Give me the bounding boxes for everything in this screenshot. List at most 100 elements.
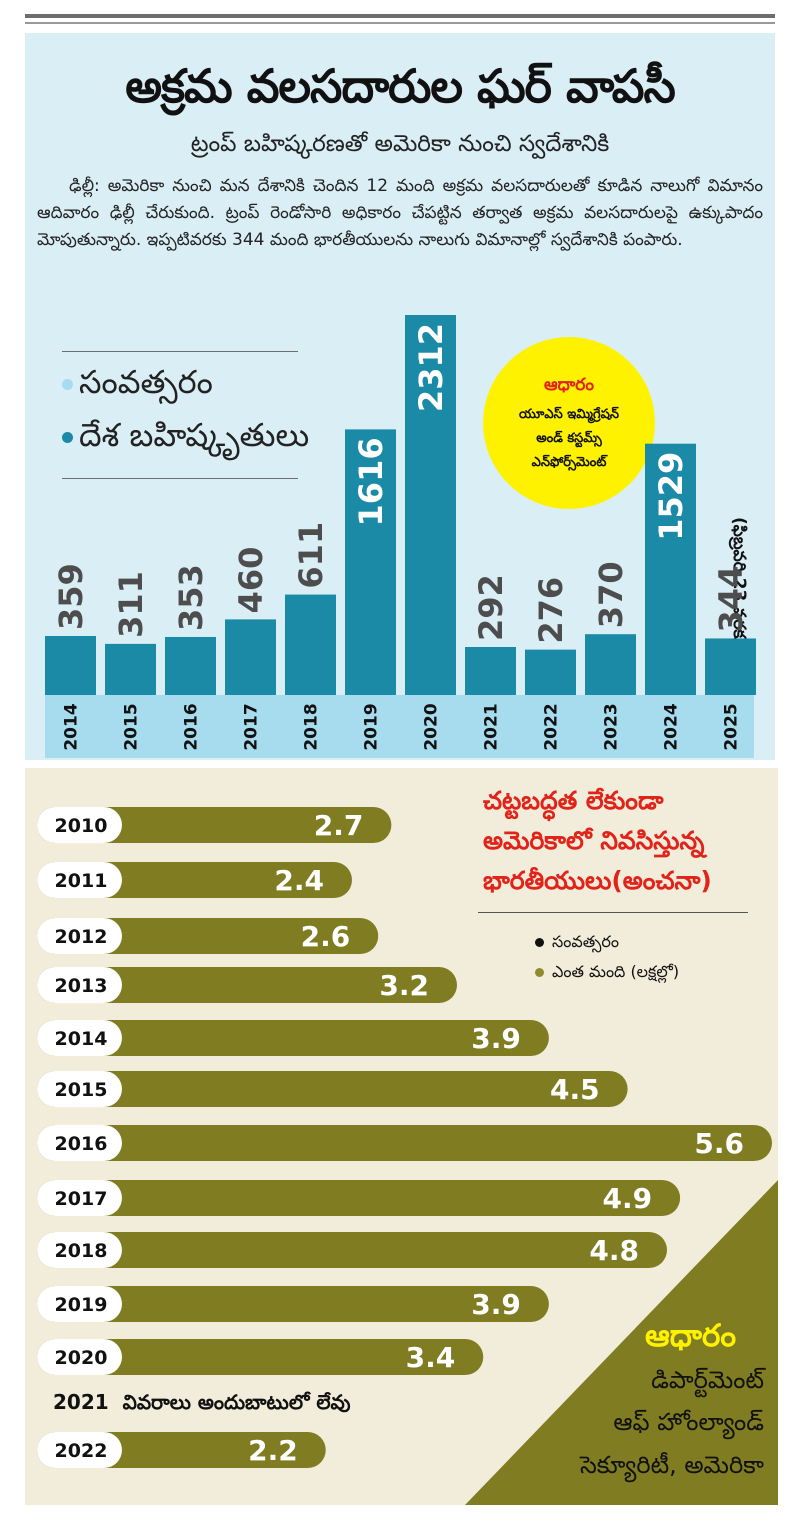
deportation-panel: అక్రమ వలసదారుల ఘర్ వాపసీ ట్రంప్ బహిష్కరణ… bbox=[25, 33, 775, 760]
legend-year: సంవత్సరం bbox=[62, 363, 213, 409]
bar-2016 bbox=[165, 636, 216, 695]
bar-2023 bbox=[585, 634, 636, 695]
hbar-value-2014: 3.9 bbox=[471, 1022, 521, 1055]
hbar-year-2013: 2013 bbox=[55, 975, 108, 997]
legend-deportees: దేశ బహిష్కృతులు bbox=[62, 416, 309, 462]
bar-value-2024: 1529 bbox=[652, 452, 690, 541]
hbar-year-2015: 2015 bbox=[55, 1079, 108, 1101]
legend-divider-bottom bbox=[62, 478, 298, 479]
hbar-legend-count-label: ఎంత మంది (లక్షల్లో) bbox=[552, 962, 680, 981]
hbar-year-pill-2022 bbox=[37, 1432, 122, 1468]
source-line-1: యూఎస్ ఇమ్మిగ్రేషన్ bbox=[518, 407, 620, 422]
hbar-title-divider bbox=[478, 912, 748, 913]
hbar-value-2019: 3.9 bbox=[471, 1288, 521, 1321]
year-strip bbox=[45, 695, 754, 758]
no-data-text: వివరాలు అందుబాటులో లేవు bbox=[122, 1390, 351, 1414]
hbar-year-pill-2017 bbox=[37, 1180, 122, 1216]
hbar-2015 bbox=[37, 1071, 628, 1107]
page-subtitle: ట్రంప్ బహిష్కరణతో అమెరికా నుంచి స్వదేశాన… bbox=[190, 131, 610, 157]
bar-value-2017: 460 bbox=[232, 547, 270, 614]
hbar-value-2012: 2.6 bbox=[301, 920, 351, 953]
bar-2017 bbox=[225, 619, 276, 695]
source-line-2: అండ్ కస్టమ్స్ bbox=[536, 431, 602, 446]
source-triangle-bg bbox=[465, 1180, 778, 1505]
hbar-value-2017: 4.9 bbox=[603, 1182, 653, 1215]
source2-line-1: డిపార్ట్‌మెంట్ bbox=[651, 1366, 764, 1394]
hbar-2018 bbox=[37, 1232, 667, 1268]
hbar-2014 bbox=[37, 1020, 549, 1056]
hbar-year-pill-2016 bbox=[37, 1125, 122, 1161]
hbar-2016 bbox=[37, 1125, 772, 1161]
year-label-2020: 2020 bbox=[422, 703, 442, 750]
year-label-2021: 2021 bbox=[482, 703, 502, 750]
hbar-year-pill-2019 bbox=[37, 1286, 122, 1322]
hbar-year-2020: 2020 bbox=[55, 1347, 108, 1369]
hbar-year-pill-2013 bbox=[37, 967, 122, 1003]
hbar-value-2010: 2.7 bbox=[314, 809, 364, 842]
hbar-value-2020: 3.4 bbox=[406, 1341, 456, 1374]
hbar-legend-year-label: సంవత్సరం bbox=[552, 932, 619, 951]
hbar-legend-year-dot bbox=[535, 938, 544, 947]
hbar-year-2022: 2022 bbox=[55, 1440, 108, 1462]
bar-2018 bbox=[285, 594, 336, 695]
hbar-title-3: భారతీయులు(అంచనా) bbox=[483, 866, 712, 895]
legend-deportees-label: దేశ బహిష్కృతులు bbox=[79, 416, 310, 454]
hbar-value-2015: 4.5 bbox=[550, 1073, 600, 1106]
hbar-value-2013: 3.2 bbox=[379, 969, 429, 1002]
year-label-2024: 2024 bbox=[662, 703, 682, 750]
bar-2022 bbox=[525, 649, 576, 695]
hbar-legend-count: ఎంత మంది (లక్షల్లో) bbox=[535, 962, 679, 985]
hbar-year-2019: 2019 bbox=[55, 1294, 108, 1316]
hbar-2012 bbox=[37, 918, 379, 954]
year-label-2022: 2022 bbox=[542, 703, 562, 750]
illegal-residents-bar-chart: 2010 2.7 2011 2.4 2012 2.6 2013 3.2 2014 3.9 2015 4… bbox=[37, 807, 772, 1468]
year-label-2014: 2014 bbox=[62, 703, 82, 750]
hbar-year-2018: 2018 bbox=[55, 1240, 108, 1262]
hbar-year-pill-2018 bbox=[37, 1232, 122, 1268]
bar-2020 bbox=[405, 315, 456, 695]
legend-divider-top bbox=[62, 351, 298, 352]
hbar-year-2017: 2017 bbox=[55, 1188, 108, 1210]
hbar-2013 bbox=[37, 967, 457, 1003]
top-rule-thin bbox=[25, 22, 775, 24]
hbar-2019 bbox=[37, 1286, 549, 1322]
bar-value-2020: 2312 bbox=[412, 323, 450, 412]
bar-2021 bbox=[465, 647, 516, 695]
intro-paragraph: ఢిల్లీ: అమెరికా నుంచి మన దేశానికి చెందిన… bbox=[37, 176, 763, 250]
bar-value-2021: 292 bbox=[472, 574, 510, 641]
hbar-legend-year: సంవత్సరం bbox=[535, 932, 619, 955]
bar-2015 bbox=[105, 643, 156, 695]
bar-value-2019: 1616 bbox=[352, 437, 390, 526]
hbar-year-2012: 2012 bbox=[55, 926, 108, 948]
bar-2014 bbox=[45, 635, 96, 695]
source2-line-3: సెక్యూరిటీ, అమెరికా bbox=[579, 1451, 764, 1479]
bar-2019 bbox=[345, 429, 396, 695]
source2-heading: ఆధారం bbox=[645, 1318, 737, 1354]
legend-deportees-dot bbox=[62, 431, 73, 443]
hbar-year-2016: 2016 bbox=[55, 1133, 108, 1155]
source-triangle bbox=[465, 1180, 778, 1505]
source-heading: ఆధారం bbox=[544, 375, 594, 395]
hbar-title-2: అమెరికాలో నివసిస్తున్న bbox=[483, 826, 705, 855]
hbar-year-pill-2010 bbox=[37, 807, 122, 843]
year-label-2019: 2019 bbox=[362, 703, 382, 750]
hbar-value-2011: 2.4 bbox=[274, 864, 324, 897]
legend-year-label: సంవత్సరం bbox=[79, 363, 213, 401]
bar-value-2018: 611 bbox=[292, 522, 330, 589]
hbar-year-pill-2014 bbox=[37, 1020, 122, 1056]
hbar-year-pill-2012 bbox=[37, 918, 122, 954]
legend-year-dot bbox=[62, 378, 73, 390]
bar-value-2015: 311 bbox=[112, 571, 150, 638]
hbar-2020 bbox=[37, 1339, 484, 1375]
hbar-year-2011: 2011 bbox=[55, 870, 108, 892]
hbar-value-2022: 2.2 bbox=[248, 1434, 298, 1467]
bar-2024 bbox=[645, 443, 696, 695]
hbar-year-pill-2011 bbox=[37, 862, 122, 898]
year-label-2025: 2025 bbox=[722, 703, 742, 750]
source-badge: ఆధారం యూఎస్ ఇమ్మిగ్రేషన్ అండ్ కస్టమ్స్ ఎ… bbox=[483, 337, 655, 509]
bar-value-2014: 359 bbox=[52, 563, 90, 630]
hbar-year-2010: 2010 bbox=[55, 815, 108, 837]
year-label-2023: 2023 bbox=[602, 703, 622, 750]
hbar-value-2018: 4.8 bbox=[589, 1234, 639, 1267]
year-label-2017: 2017 bbox=[242, 703, 262, 750]
